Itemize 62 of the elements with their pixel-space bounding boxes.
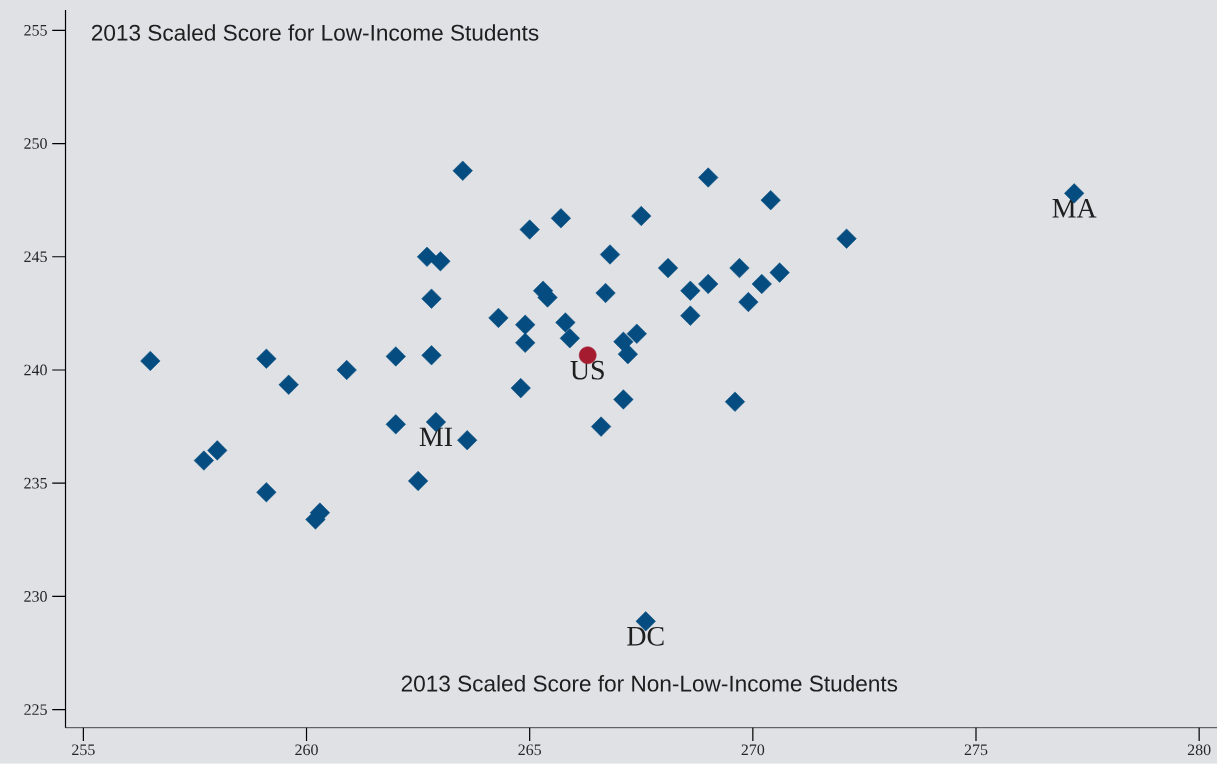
annotation: US [570,361,604,380]
point [760,190,781,211]
point [836,228,857,249]
annotation: MI [419,427,453,447]
y-tick-label: 230 [24,591,47,602]
point [657,258,679,279]
point [626,323,647,344]
point [256,348,277,369]
point [738,292,759,313]
point [140,351,161,372]
point [617,344,638,365]
x-tick-label: 270 [741,744,765,756]
y-axis-title: 2013 Scaled Score for Low-Income Students [91,24,539,41]
point [550,208,571,229]
x-tick-label: 260 [295,744,318,756]
point [680,280,701,301]
point [559,328,580,349]
point [510,378,531,399]
point [408,471,429,492]
point [519,219,540,240]
point [385,414,406,435]
point [457,430,478,451]
point [555,312,576,333]
point [488,308,509,329]
point [193,450,214,471]
point [421,345,442,366]
annotation: DC [627,627,664,646]
point [724,391,746,412]
point [751,274,772,295]
point [729,258,750,279]
point [416,246,438,267]
point [595,283,616,304]
y-tick-label: 250 [24,138,47,150]
y-tick-label: 255 [24,25,47,36]
point [256,482,277,503]
point [515,332,536,354]
point [698,167,719,188]
x-axis-title: 2013 Scaled Score for Non-Low-Income Students [401,675,898,692]
y-tick-label: 245 [24,251,47,263]
point [207,440,228,461]
point [452,160,473,181]
point [278,374,299,395]
point [591,416,612,437]
y-tick-label: 235 [24,478,47,489]
x-tick-label: 275 [964,744,988,756]
point [430,251,451,272]
x-tick-label: 265 [518,744,542,756]
annotation: MA [1052,199,1097,218]
point [769,262,790,283]
point [613,389,634,410]
y-tick-label: 225 [24,704,47,716]
y-tick-label: 240 [24,364,47,376]
point [421,288,442,309]
point [698,274,719,295]
point [515,314,536,335]
x-tick-label: 255 [72,744,95,756]
point [385,346,406,367]
x-tick-label: 280 [1187,744,1211,756]
point [631,206,652,227]
point [680,305,701,326]
point [599,244,621,265]
point [336,360,357,381]
